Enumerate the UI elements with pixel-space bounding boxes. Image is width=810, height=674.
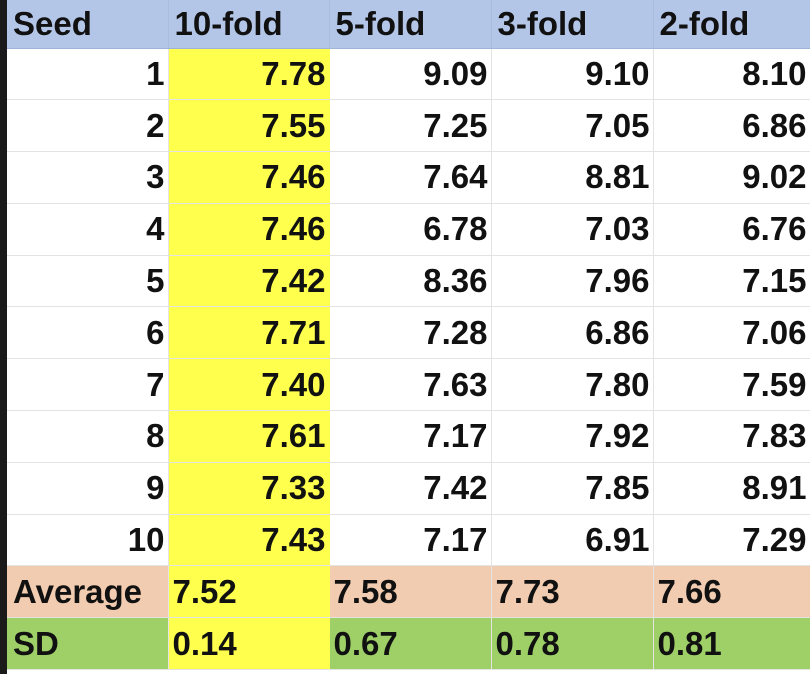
cell-seed[interactable]: 4: [7, 203, 169, 256]
cell-2-fold[interactable]: 6.76: [653, 203, 810, 256]
cell-seed[interactable]: 8: [7, 410, 169, 463]
cell-2-fold[interactable]: 6.86: [653, 99, 810, 153]
cell-2-fold[interactable]: 7.83: [653, 410, 810, 463]
header-row: Seed 10-fold 5-fold 3-fold 2-fold: [7, 0, 810, 49]
average-3-fold[interactable]: 7.73: [491, 565, 654, 619]
cell-10-fold[interactable]: 7.43: [168, 514, 330, 567]
cell-2-fold[interactable]: 7.15: [653, 255, 810, 308]
cell-seed[interactable]: 7: [7, 358, 169, 412]
cell-seed[interactable]: 1: [7, 48, 169, 101]
cell-5-fold[interactable]: 7.17: [329, 410, 492, 463]
cell-seed[interactable]: 9: [7, 462, 169, 515]
average-2-fold[interactable]: 7.66: [653, 565, 810, 619]
cell-2-fold[interactable]: 9.02: [653, 151, 810, 204]
cell-5-fold[interactable]: 8.36: [329, 255, 492, 308]
average-10-fold[interactable]: 7.52: [168, 565, 330, 619]
cell-5-fold[interactable]: 6.78: [329, 203, 492, 256]
cell-3-fold[interactable]: 7.03: [491, 203, 654, 256]
cell-10-fold[interactable]: 7.46: [168, 151, 330, 204]
sd-row: SD 0.14 0.67 0.78 0.81: [7, 617, 810, 671]
average-row: Average 7.52 7.58 7.73 7.66: [7, 565, 810, 619]
table-row: 9 7.33 7.42 7.85 8.91: [7, 462, 810, 515]
sd-10-fold[interactable]: 0.14: [168, 617, 330, 671]
cell-5-fold[interactable]: 7.28: [329, 306, 492, 360]
cell-5-fold[interactable]: 7.25: [329, 99, 492, 153]
table-row: 2 7.55 7.25 7.05 6.86: [7, 99, 810, 153]
cell-10-fold[interactable]: 7.61: [168, 410, 330, 463]
cell-5-fold[interactable]: 7.42: [329, 462, 492, 515]
cell-10-fold[interactable]: 7.55: [168, 99, 330, 153]
cell-10-fold[interactable]: 7.40: [168, 358, 330, 412]
cell-2-fold[interactable]: 8.10: [653, 48, 810, 101]
table-row: 4 7.46 6.78 7.03 6.76: [7, 203, 810, 256]
cell-seed[interactable]: 10: [7, 514, 169, 567]
cell-5-fold[interactable]: 9.09: [329, 48, 492, 101]
cell-10-fold[interactable]: 7.42: [168, 255, 330, 308]
sd-3-fold[interactable]: 0.78: [491, 617, 654, 671]
cell-10-fold[interactable]: 7.78: [168, 48, 330, 101]
cell-10-fold[interactable]: 7.33: [168, 462, 330, 515]
table-row: 8 7.61 7.17 7.92 7.83: [7, 410, 810, 463]
cell-3-fold[interactable]: 9.10: [491, 48, 654, 101]
cell-3-fold[interactable]: 6.86: [491, 306, 654, 360]
cell-2-fold[interactable]: 7.06: [653, 306, 810, 360]
header-5-fold[interactable]: 5-fold: [329, 0, 492, 49]
table-row: 7 7.40 7.63 7.80 7.59: [7, 358, 810, 412]
table-row: 5 7.42 8.36 7.96 7.15: [7, 255, 810, 308]
table-row: 3 7.46 7.64 8.81 9.02: [7, 151, 810, 204]
cell-3-fold[interactable]: 7.85: [491, 462, 654, 515]
sd-5-fold[interactable]: 0.67: [329, 617, 492, 671]
cell-seed[interactable]: 2: [7, 99, 169, 153]
header-3-fold[interactable]: 3-fold: [491, 0, 654, 49]
header-seed[interactable]: Seed: [7, 0, 169, 49]
cell-2-fold[interactable]: 7.29: [653, 514, 810, 567]
table-row: 10 7.43 7.17 6.91 7.29: [7, 514, 810, 567]
cell-3-fold[interactable]: 7.96: [491, 255, 654, 308]
cell-seed[interactable]: 6: [7, 306, 169, 360]
header-10-fold[interactable]: 10-fold: [168, 0, 330, 49]
results-table: Seed 10-fold 5-fold 3-fold 2-fold 1 7.78 9…: [7, 0, 810, 671]
cell-3-fold[interactable]: 6.91: [491, 514, 654, 567]
cell-5-fold[interactable]: 7.17: [329, 514, 492, 567]
average-5-fold[interactable]: 7.58: [329, 565, 492, 619]
cell-3-fold[interactable]: 7.92: [491, 410, 654, 463]
cell-3-fold[interactable]: 7.80: [491, 358, 654, 412]
cell-10-fold[interactable]: 7.71: [168, 306, 330, 360]
cell-3-fold[interactable]: 7.05: [491, 99, 654, 153]
table-row: 6 7.71 7.28 6.86 7.06: [7, 306, 810, 360]
average-label[interactable]: Average: [7, 565, 169, 619]
sd-label[interactable]: SD: [7, 617, 169, 671]
cell-10-fold[interactable]: 7.46: [168, 203, 330, 256]
cell-2-fold[interactable]: 7.59: [653, 358, 810, 412]
table-row: 1 7.78 9.09 9.10 8.10: [7, 48, 810, 101]
cell-seed[interactable]: 3: [7, 151, 169, 204]
sd-2-fold[interactable]: 0.81: [653, 617, 810, 671]
cell-5-fold[interactable]: 7.63: [329, 358, 492, 412]
cell-3-fold[interactable]: 8.81: [491, 151, 654, 204]
cell-2-fold[interactable]: 8.91: [653, 462, 810, 515]
header-2-fold[interactable]: 2-fold: [653, 0, 810, 49]
cell-seed[interactable]: 5: [7, 255, 169, 308]
cell-5-fold[interactable]: 7.64: [329, 151, 492, 204]
